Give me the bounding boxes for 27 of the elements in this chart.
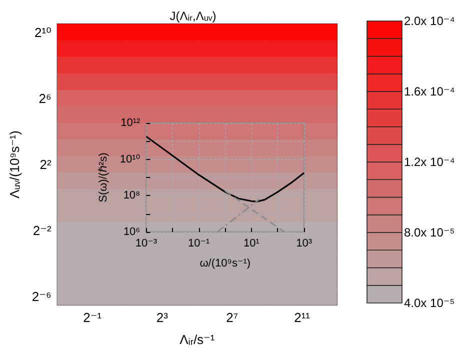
color-bar-label: 8.0x 10⁻⁵: [404, 226, 455, 240]
color-bar-label: 2.0x 10⁻⁴: [404, 14, 455, 28]
y-axis-title: S(ω)/(ℏ²s): [98, 152, 110, 202]
y-tick-label: 10⁸: [123, 190, 140, 202]
x-axis-title: ω/(10⁹s⁻¹): [200, 258, 251, 270]
y-tick-label: 2¹⁰: [34, 24, 52, 40]
x-axis-title: Λᵢᵣ/s⁻¹: [180, 332, 216, 347]
y-tick-label: 10¹⁰: [120, 153, 141, 166]
x-tick-label: 2³: [156, 310, 169, 325]
color-bar-label: 4.0x 10⁻⁵: [404, 296, 455, 310]
y-tick-label: 2⁻⁶: [32, 289, 52, 304]
x-tick-label: 2⁻¹: [83, 310, 102, 325]
x-tick-label: 2¹¹: [294, 310, 311, 325]
y-tick-label: 2²: [40, 157, 52, 172]
y-tick-label: 10¹²: [120, 117, 141, 129]
x-tick-label: 2⁷: [226, 310, 238, 325]
y-tick-label: 10⁶: [123, 226, 140, 238]
y-tick-label: 2⁶: [38, 90, 52, 106]
y-axis-title: Λᵤᵥ/(10⁹s⁻¹): [7, 130, 22, 198]
y-tick-label: 2⁻²: [32, 223, 52, 238]
x-tick-label: 10¹: [243, 238, 260, 250]
x-tick-label: 10³: [296, 238, 312, 250]
chart-title: J(Λᵢᵣ,Λᵤᵥ): [170, 9, 216, 23]
color-bar-label: 1.2x 10⁻⁴: [404, 155, 455, 169]
x-tick-label: 10⁻³: [135, 238, 158, 250]
color-bar-label: 1.6x 10⁻⁴: [404, 84, 455, 98]
x-tick-label: 10⁻¹: [188, 238, 210, 250]
